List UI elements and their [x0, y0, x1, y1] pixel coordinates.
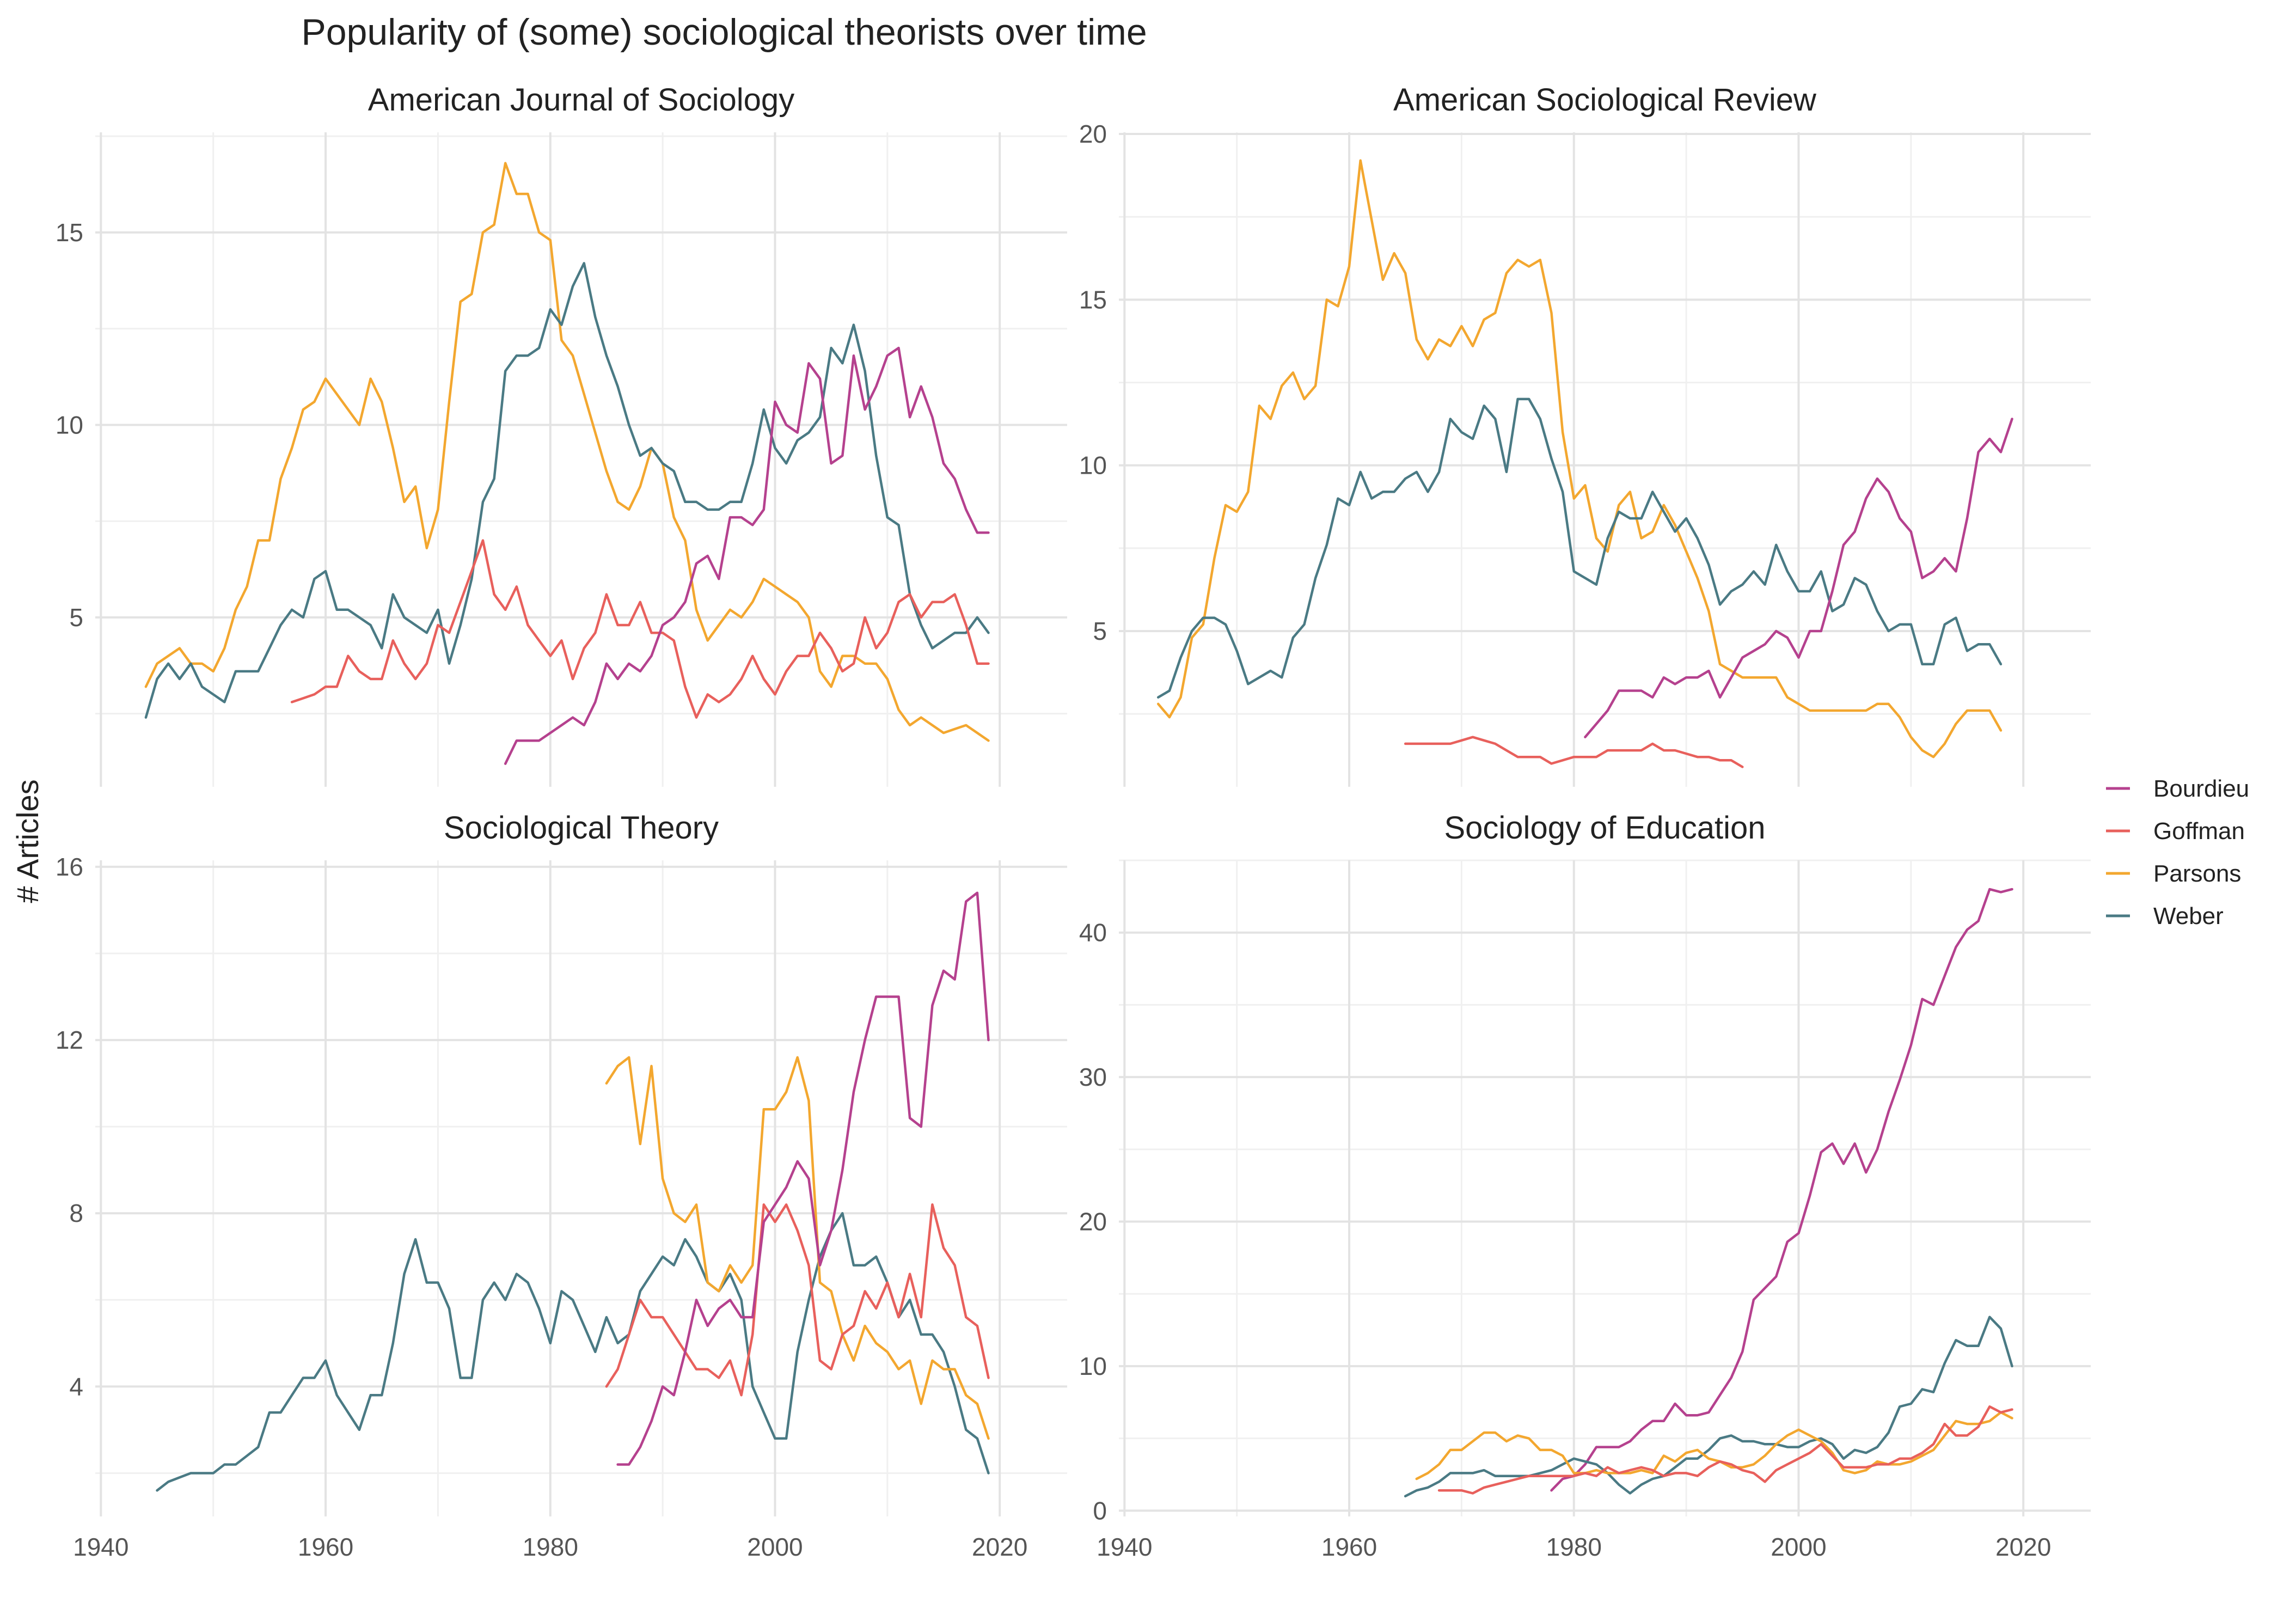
- x-tick-label: 2020: [1995, 1533, 2051, 1561]
- legend-item-parsons: Parsons: [2106, 860, 2241, 887]
- x-tick-label: 1960: [1321, 1533, 1377, 1561]
- y-tick-label: 15: [56, 218, 83, 247]
- panel-american-sociological-review: American Sociological Review 5 10 15 20: [1079, 82, 2091, 787]
- series-line-goffman: [1437, 1405, 2013, 1495]
- facet-title: American Journal of Sociology: [368, 82, 794, 118]
- x-tick-label: 1960: [298, 1533, 353, 1561]
- series-line-goffman: [605, 1203, 990, 1397]
- chart-title: Popularity of (some) sociological theori…: [301, 11, 1147, 53]
- y-axis-label: # Articles: [10, 779, 45, 903]
- y-tick-label: 4: [69, 1372, 83, 1400]
- legend-item-goffman: Goffman: [2106, 818, 2245, 845]
- series-line-weber: [156, 1212, 990, 1492]
- y-tick-label: 40: [1079, 919, 1107, 947]
- series-line-parsons: [144, 162, 990, 742]
- legend-item-weber: Weber: [2106, 903, 2224, 929]
- series-line-bourdieu: [1584, 418, 2013, 738]
- panel-sociological-theory: Sociological Theory 4 8 12 16 1940 1960 1980 200…: [56, 810, 1067, 1561]
- y-tick-label: 10: [1079, 451, 1107, 480]
- facet-title: Sociological Theory: [444, 810, 719, 846]
- series-line-parsons: [1156, 159, 2003, 758]
- series-line-goffman: [1404, 736, 1744, 768]
- series-line-bourdieu: [504, 346, 990, 765]
- series-line-parsons: [1415, 1411, 2013, 1480]
- legend-label: Bourdieu: [2153, 775, 2249, 802]
- legend: Bourdieu Goffman Parsons Weber: [2106, 775, 2249, 929]
- series-line-weber: [144, 262, 990, 719]
- y-tick-label: 10: [56, 411, 83, 439]
- y-tick-label: 16: [56, 853, 83, 881]
- legend-label: Goffman: [2153, 818, 2245, 845]
- series-line-parsons: [605, 1056, 990, 1440]
- x-tick-label: 1980: [1546, 1533, 1602, 1561]
- y-tick-label: 5: [69, 603, 83, 632]
- facet-title: American Sociological Review: [1393, 82, 1817, 118]
- panel-american-journal-of-sociology: American Journal of Sociology 5 10 15: [56, 82, 1067, 787]
- facet-panels: American Journal of Sociology51015Americ…: [56, 82, 2091, 1561]
- y-tick-label: 12: [56, 1026, 83, 1054]
- y-tick-label: 20: [1079, 120, 1107, 148]
- y-tick-label: 0: [1093, 1496, 1107, 1525]
- panel-sociology-of-education: Sociology of Education 0 10 20 30 40 1940 1960 1…: [1079, 810, 2091, 1561]
- x-tick-label: 2000: [1771, 1533, 1826, 1561]
- x-tick-label: 1940: [1097, 1533, 1152, 1561]
- x-tick-label: 2020: [972, 1533, 1027, 1561]
- x-tick-label: 1980: [523, 1533, 578, 1561]
- y-tick-label: 5: [1093, 617, 1107, 645]
- legend-item-bourdieu: Bourdieu: [2106, 775, 2249, 802]
- x-tick-label: 1940: [73, 1533, 128, 1561]
- legend-label: Weber: [2153, 903, 2224, 929]
- series-line-weber: [1404, 1316, 2013, 1498]
- y-tick-label: 15: [1079, 285, 1107, 314]
- y-tick-label: 20: [1079, 1208, 1107, 1236]
- legend-label: Parsons: [2153, 860, 2241, 887]
- series-line-bourdieu: [616, 891, 990, 1466]
- facet-title: Sociology of Education: [1444, 810, 1765, 846]
- y-tick-label: 30: [1079, 1063, 1107, 1091]
- series-line-goffman: [290, 539, 990, 719]
- series-line-weber: [1156, 397, 2003, 699]
- x-tick-label: 2000: [747, 1533, 803, 1561]
- y-tick-label: 8: [69, 1199, 83, 1227]
- series-line-bourdieu: [1550, 888, 2013, 1492]
- y-tick-label: 10: [1079, 1352, 1107, 1380]
